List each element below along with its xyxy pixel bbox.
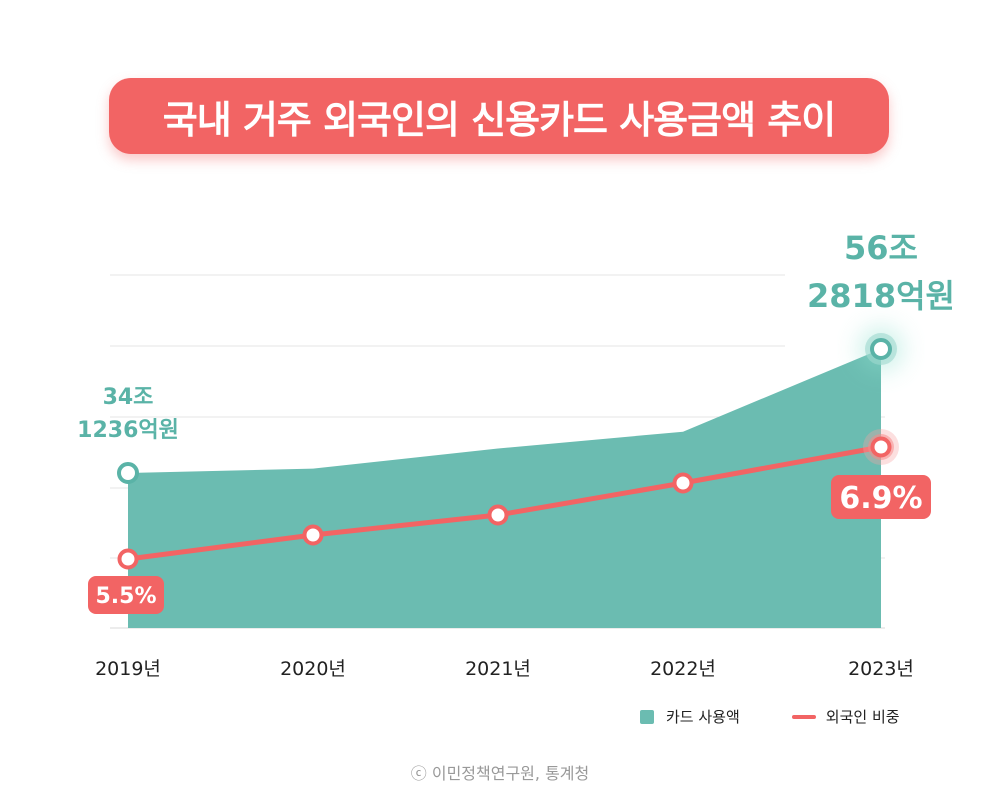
line-point-2019년 bbox=[117, 548, 139, 570]
legend-area-label: 카드 사용액 bbox=[666, 708, 740, 726]
x-tick-label: 2023년 bbox=[848, 658, 914, 680]
x-tick-label: 2021년 bbox=[465, 658, 531, 680]
line-point-2021년 bbox=[487, 504, 509, 526]
first-amount-label: 1236억원 bbox=[77, 418, 179, 443]
x-tick-label: 2020년 bbox=[280, 658, 346, 680]
last-amount-label: 2818억원 bbox=[807, 277, 955, 315]
first-share-label-badge bbox=[88, 576, 164, 614]
chart-title: 국내 거주 외국인의 신용카드 사용금액 추이 bbox=[162, 97, 836, 142]
area-series-card-amount bbox=[128, 349, 881, 628]
legend-line-label: 외국인 비중 bbox=[825, 708, 900, 726]
first-amount-label: 34조 bbox=[103, 385, 154, 410]
line-point-2020년 bbox=[302, 524, 324, 546]
legend-line-swatch bbox=[791, 714, 816, 719]
title-banner: 국내 거주 외국인의 신용카드 사용금액 추이 bbox=[109, 78, 889, 154]
last-share-label: 6.9% bbox=[839, 481, 922, 516]
source-credit: ⓒ 이민정책연구원, 통계청 bbox=[410, 764, 590, 783]
area-point-2023년 bbox=[870, 338, 892, 360]
x-tick-label: 2019년 bbox=[95, 658, 161, 680]
line-point-2023년 bbox=[870, 436, 892, 458]
last-amount-label: 56조 bbox=[844, 229, 918, 267]
last-share-label-badge bbox=[831, 475, 931, 519]
line-point-2022년 bbox=[672, 472, 694, 494]
area-point-2019년 bbox=[117, 462, 139, 484]
x-tick-label: 2022년 bbox=[650, 658, 716, 680]
legend: 카드 사용액 외국인 비중 bbox=[640, 706, 900, 727]
legend-area-swatch bbox=[640, 709, 654, 724]
first-share-label: 5.5% bbox=[95, 584, 156, 609]
